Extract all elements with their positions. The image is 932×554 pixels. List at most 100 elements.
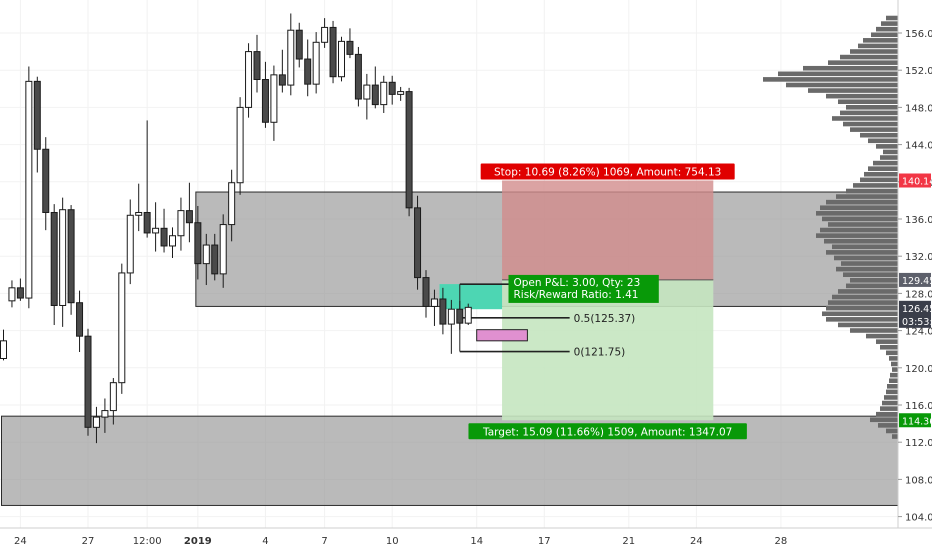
candle-body [253,51,261,80]
candle-body [202,244,210,265]
x-tick-label: 4 [262,536,268,547]
x-tick-label: 12:00 [133,536,162,547]
fib-retracement[interactable]: 0.5(125.37) 0(121.75) [459,283,636,359]
volume-profile-row [808,88,898,93]
candle-body [422,277,430,307]
volume-profile-row [816,233,898,238]
volume-profile-row [778,71,898,77]
position-tool[interactable] [439,180,714,421]
x-tick-label: 2019 [184,536,212,547]
volume-profile-row [816,211,898,216]
volume-profile-row [841,261,898,266]
price-tag-label: 03:53:36 [902,317,932,328]
open-pnl-zone [439,284,503,310]
volume-profile [763,15,898,439]
volume-profile-row [832,116,898,121]
volume-profile-row [826,93,898,99]
volume-profile-row [858,43,898,49]
candle-body [295,29,303,60]
volume-profile-row [803,65,898,71]
candle-body [278,74,286,86]
volume-profile-row [884,395,898,400]
volume-profile-row [850,277,898,283]
volume-profile-row [832,244,898,250]
candles-layer [0,13,472,444]
candle-body [270,74,278,123]
y-tick-label: 144.00 [905,141,932,152]
candle-body [338,40,345,78]
candle-body [33,80,41,150]
volume-profile-row [892,434,898,439]
price-tag-bg [899,300,931,315]
volume-profile-row [850,127,898,132]
y-tick-label: 152.00 [905,66,932,77]
volume-profile-row [870,417,898,423]
volume-profile-row [886,428,898,434]
y-tick-label: 116.00 [905,401,932,412]
candle-body [414,207,422,279]
x-tick-label: 24 [14,536,27,547]
candle-body [439,298,447,325]
candle-body [42,148,50,213]
x-tick-label: 10 [386,536,399,547]
volume-profile-row [873,160,898,166]
candle-body [447,308,455,325]
volume-profile-row [846,283,898,289]
candle-body [50,211,58,306]
volume-profile-row [889,356,898,361]
time-axis[interactable]: 24 27 12:00 2019 4 7 10 14 17 21 24 28 [14,536,787,547]
volume-profile-row [838,99,898,105]
volume-profile-row [863,38,898,43]
volume-profile-row [880,344,898,350]
volume-profile-row [836,266,898,272]
x-tick-label: 21 [622,536,635,547]
candle-body [59,209,67,306]
y-tick-label: 108.00 [905,475,932,486]
candle-body [16,287,24,299]
candle-body [261,79,269,123]
volume-profile-row [822,216,898,222]
volume-profile-row [880,406,898,411]
volume-profile-row [876,411,898,417]
x-tick-label: 17 [538,536,551,547]
volume-profile-row [824,238,898,244]
candle-body [397,91,405,95]
volume-profile-row [871,32,898,38]
candle-body [194,222,202,265]
volume-profile-row [763,77,898,82]
volume-profile-row [838,289,898,294]
candle-body [67,209,75,304]
candle-body [456,308,464,324]
risk-reward-label: Risk/Reward Ratio: 1.41 [514,289,639,301]
candle-body [0,340,7,359]
x-tick-label: 27 [82,536,95,547]
candle-body [118,272,126,384]
price-tag-bg [899,173,931,188]
fib-level-label: 0.5(125.37) [574,313,636,325]
volume-profile-row [786,82,898,88]
volume-profile-row [883,149,898,155]
candle-body [143,211,151,234]
price-tag-bg [899,272,931,287]
volume-profile-row [864,171,898,177]
volume-profile-row [826,250,898,255]
price-tag-label: 129.45 [902,276,932,287]
volume-profile-row [846,188,898,194]
candle-body [177,210,185,237]
y-tick-label: 156.00 [905,29,932,40]
candle-body [236,106,244,184]
volume-profile-row [889,378,898,384]
volume-profile-row [890,372,898,378]
price-tag-label: 140.14 [902,176,932,187]
volume-profile-row [887,384,898,389]
volume-profile-row [876,339,898,344]
candle-body [363,84,371,100]
volume-profile-row [876,26,898,32]
volume-profile-row [826,199,898,205]
candle-body [354,53,362,100]
price-tag-bg [899,413,931,428]
y-tick-label: 112.00 [905,438,932,449]
y-tick-label: 104.00 [905,513,932,524]
